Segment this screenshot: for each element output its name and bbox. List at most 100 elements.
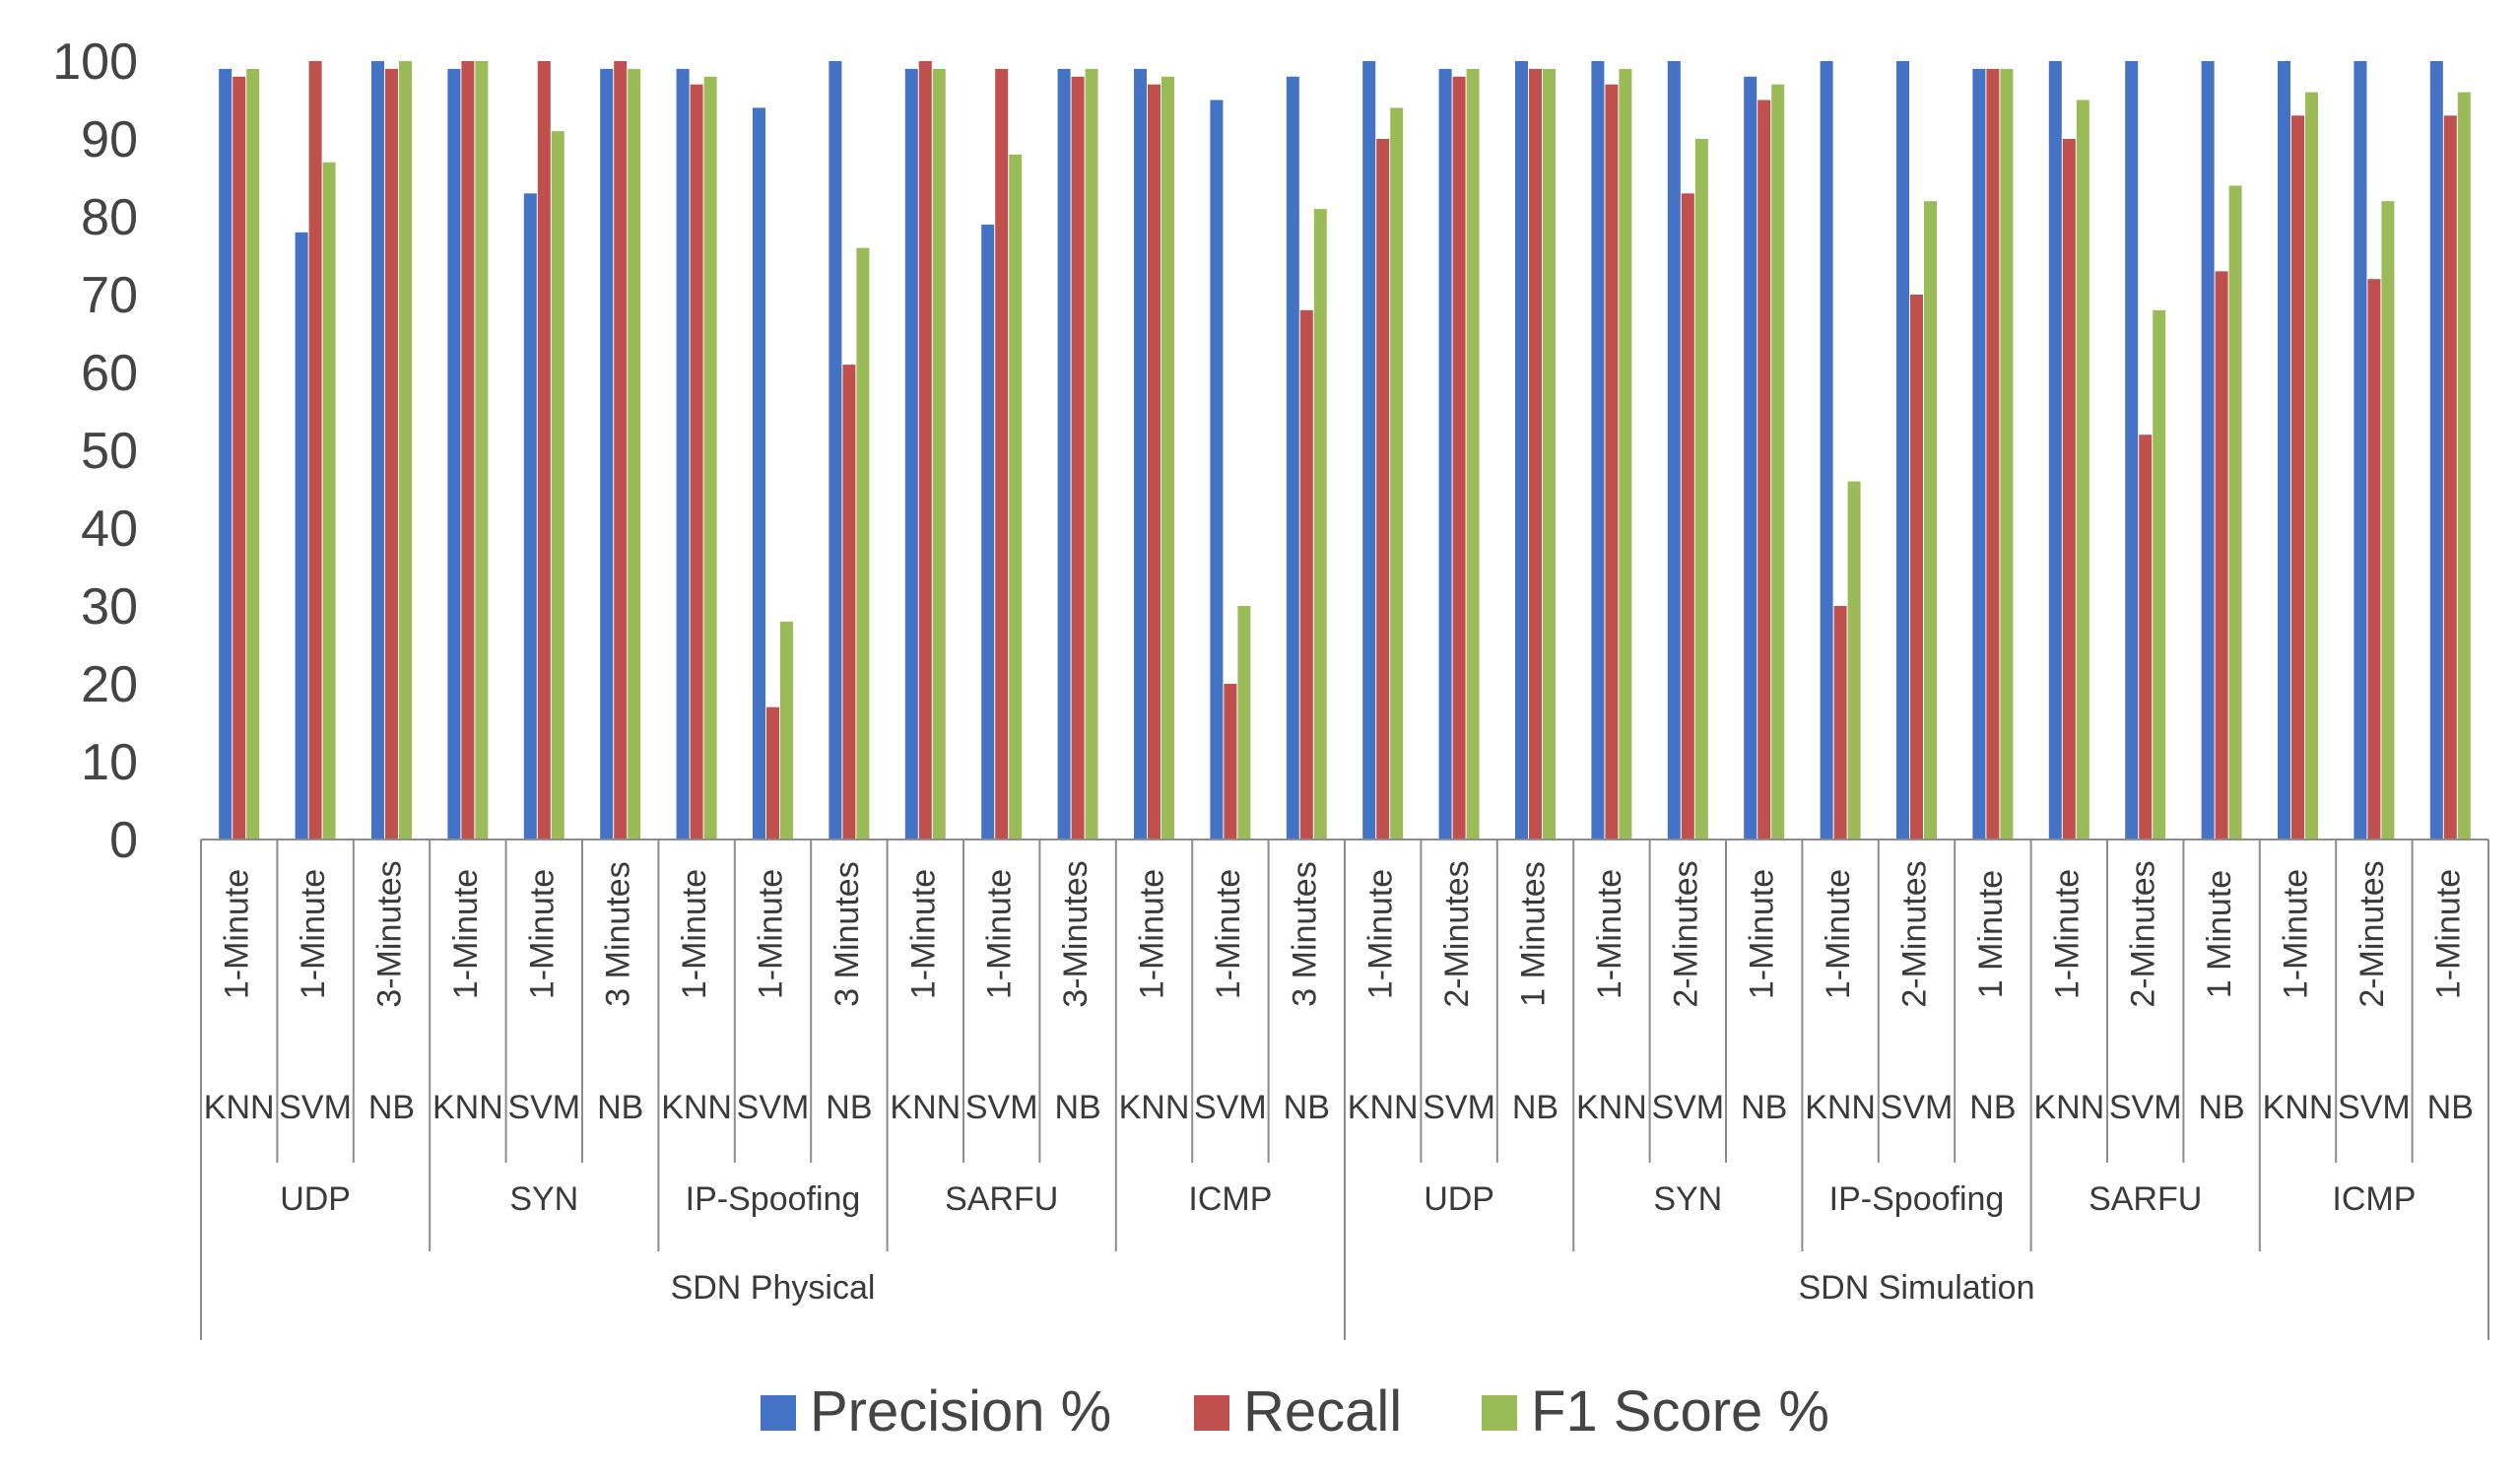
bar-precision — [829, 61, 842, 840]
bar-f1-score — [1543, 68, 1556, 840]
environment-label: SDN Physical — [671, 1269, 876, 1307]
attack-label: SARFU — [2089, 1180, 2202, 1218]
bar-f1-score — [1237, 606, 1251, 840]
bar-precision — [1515, 61, 1528, 840]
window-label: 1-Minute — [981, 869, 1019, 999]
bar-f1-score — [1847, 481, 1861, 840]
algorithm-label: SVM — [1651, 1089, 1724, 1126]
bar-precision — [1667, 61, 1681, 840]
bar-f1-score — [1619, 68, 1632, 840]
y-tick-label: 10 — [81, 734, 138, 791]
algorithm-label: KNN — [432, 1089, 503, 1126]
bar-precision — [1134, 68, 1147, 840]
window-label: 3-Minutes — [1057, 860, 1094, 1007]
bar-precision — [600, 68, 614, 840]
bar-recall — [1452, 76, 1466, 840]
bar-f1-score — [246, 68, 260, 840]
bar-f1-score — [1009, 154, 1023, 840]
window-label: 1-Minute — [2277, 869, 2314, 999]
bar-f1-score — [2381, 201, 2395, 840]
algorithm-label: SVM — [2338, 1089, 2411, 1126]
window-label: 3 Minutes — [829, 861, 866, 1006]
bar-recall — [2062, 139, 2076, 840]
bar-recall — [232, 76, 246, 840]
bar-f1-score — [1924, 201, 1937, 840]
bar-f1-score — [1390, 107, 1404, 840]
bar-recall — [1148, 84, 1161, 840]
bar-precision — [1896, 61, 1909, 840]
bar-precision — [1286, 76, 1299, 840]
window-label: 1-Minute — [2429, 869, 2467, 999]
algorithm-label: SVM — [1194, 1089, 1267, 1126]
bar-precision — [2201, 61, 2215, 840]
window-label: 1 Minute — [2201, 870, 2238, 998]
window-label: 3-Minutes — [370, 860, 408, 1007]
window-label: 1-Minute — [752, 869, 789, 999]
algorithm-label: NB — [1054, 1089, 1100, 1126]
algorithm-label: SVM — [1423, 1089, 1495, 1126]
bar-recall — [385, 68, 398, 840]
algorithm-label: SVM — [279, 1089, 352, 1126]
bar-f1-score — [780, 621, 793, 840]
bar-f1-score — [856, 247, 870, 840]
window-label: 1-Minute — [1362, 869, 1400, 999]
algorithm-label: KNN — [204, 1089, 275, 1126]
window-label: 1-Minute — [1133, 869, 1170, 999]
window-label: 2-Minutes — [2125, 860, 2162, 1007]
legend-label-precision: Precision % — [810, 1379, 1111, 1444]
bar-recall — [1605, 84, 1619, 840]
window-label: 1 Minute — [1972, 870, 2010, 998]
algorithm-label: KNN — [890, 1089, 961, 1126]
window-label: 3 Minutes — [1286, 861, 1323, 1006]
bar-recall — [995, 68, 1009, 840]
attack-label: IP-Spoofing — [1829, 1180, 2005, 1218]
algorithm-label: KNN — [1119, 1089, 1190, 1126]
bar-precision — [981, 224, 995, 840]
window-label: 1-Minute — [1591, 869, 1628, 999]
algorithm-label: SVM — [737, 1089, 810, 1126]
bar-precision — [2125, 61, 2139, 840]
bar-recall — [537, 61, 551, 840]
bar-f1-score — [2457, 92, 2471, 840]
bar-precision — [1744, 76, 1757, 840]
algorithm-label: KNN — [1576, 1089, 1647, 1126]
attack-label: ICMP — [2332, 1180, 2416, 1218]
y-tick-label: 100 — [52, 34, 138, 91]
bar-recall — [1681, 193, 1694, 840]
bar-precision — [2354, 61, 2367, 840]
bar-precision — [523, 193, 537, 840]
attack-label: SYN — [1653, 1180, 1722, 1218]
window-label: 1-Minute — [447, 869, 485, 999]
bar-precision — [753, 107, 765, 840]
window-label: 1-Minute — [676, 869, 713, 999]
window-label: 2-Minutes — [1438, 860, 1476, 1007]
algorithm-label: KNN — [2033, 1089, 2104, 1126]
window-label: 1-Minute — [1210, 869, 1247, 999]
bar-f1-score — [475, 61, 489, 840]
y-tick-label: 20 — [81, 656, 138, 713]
attack-label: UDP — [1424, 1180, 1494, 1218]
bar-recall — [842, 365, 856, 840]
bar-f1-score — [2000, 68, 2014, 840]
bar-precision — [2278, 61, 2290, 840]
window-label: 1-Minute — [219, 869, 256, 999]
algorithm-label: NB — [1741, 1089, 1787, 1126]
bar-f1-score — [1161, 76, 1174, 840]
window-label: 2-Minutes — [2354, 860, 2391, 1007]
y-tick-label: 80 — [81, 189, 138, 246]
bar-precision — [1362, 61, 1376, 840]
algorithm-label: KNN — [1805, 1089, 1876, 1126]
bar-recall — [1071, 76, 1085, 840]
bar-precision — [2429, 61, 2443, 840]
y-axis: 0 10 20 30 40 50 60 70 80 90 100 — [52, 34, 138, 869]
window-label: 1 Minutes — [1514, 861, 1552, 1006]
bar-recall — [1986, 68, 2000, 840]
bar-recall — [690, 84, 703, 840]
algorithm-label: NB — [2198, 1089, 2244, 1126]
bar-recall — [461, 61, 475, 840]
legend-swatch-precision — [761, 1395, 796, 1431]
algorithm-label: NB — [597, 1089, 643, 1126]
window-label: 1-Minute — [2048, 869, 2086, 999]
algorithm-label: SVM — [507, 1089, 580, 1126]
